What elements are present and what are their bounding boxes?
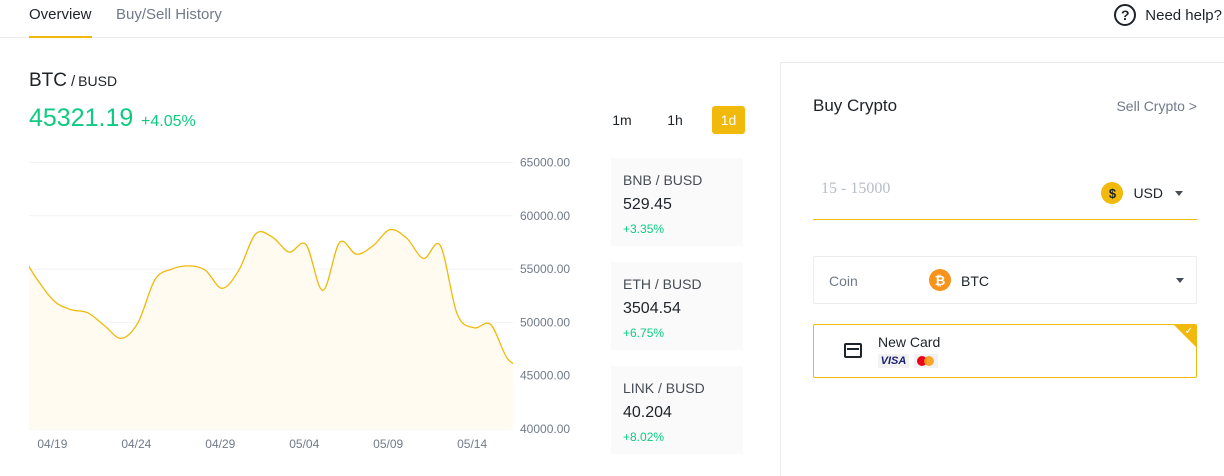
y-tick-label: 50000.00 <box>520 315 570 329</box>
check-icon: ✓ <box>1184 326 1193 337</box>
x-tick-label: 04/29 <box>205 437 235 451</box>
coin-select-value: BTC <box>961 273 989 289</box>
trading-pair: BTC / BUSD <box>29 70 117 92</box>
price-change: +4.05% <box>141 113 196 130</box>
x-tick-label: 05/14 <box>457 437 487 451</box>
x-tick-label: 05/09 <box>373 437 403 451</box>
timeframe-1h-button[interactable]: 1h <box>667 112 683 128</box>
coin-card-change: +3.35% <box>623 222 665 236</box>
y-tick-label: 45000.00 <box>520 369 570 383</box>
y-tick-label: 65000.00 <box>520 156 570 170</box>
coin-card-bnb[interactable]: BNB / BUSD 529.45 +3.35% <box>611 158 743 246</box>
question-circle-icon: ? <box>1114 4 1137 26</box>
coin-card-eth[interactable]: ETH / BUSD 3504.54 +6.75% <box>611 262 743 350</box>
x-tick-label: 04/24 <box>121 437 151 451</box>
y-tick-label: 40000.00 <box>520 422 570 436</box>
chevron-down-icon <box>1176 278 1184 283</box>
selected-corner-badge <box>1174 325 1196 347</box>
pair-separator: / <box>71 73 76 90</box>
top-tab-bar: Overview Buy/Sell History ? Need help? <box>0 0 1224 38</box>
coin-card-price: 40.204 <box>623 404 672 421</box>
buy-crypto-panel <box>780 62 1224 476</box>
help-link[interactable]: ? Need help? <box>1114 4 1222 26</box>
x-tick-label: 05/04 <box>289 437 319 451</box>
coin-select-label: Coin <box>829 273 858 289</box>
payment-option-label: New Card <box>878 334 941 350</box>
coin-card-change: +8.02% <box>623 430 665 444</box>
wallet-icon <box>844 343 862 358</box>
price-area-fill <box>29 229 513 429</box>
mastercard-logo <box>914 354 938 368</box>
y-tick-label: 55000.00 <box>520 262 570 276</box>
buy-crypto-title: Buy Crypto <box>813 96 898 115</box>
chevron-down-icon <box>1175 190 1183 196</box>
help-label: Need help? <box>1145 6 1222 24</box>
dollar-coin-icon: $ <box>1101 182 1124 204</box>
x-tick-label: 04/19 <box>37 437 67 451</box>
tab-buy-sell-history[interactable]: Buy/Sell History <box>116 6 222 23</box>
price-line <box>29 228 513 365</box>
coin-card-price: 3504.54 <box>623 300 681 317</box>
tab-overview[interactable]: Overview <box>29 6 92 38</box>
coin-card-link[interactable]: LINK / BUSD 40.204 +8.02% <box>611 366 743 454</box>
timeframe-1d-button[interactable]: 1d <box>712 106 745 134</box>
current-price: 45321.19 <box>29 104 134 132</box>
amount-input[interactable] <box>821 176 1081 202</box>
payment-option-new-card[interactable]: New Card VISA ✓ <box>813 324 1197 378</box>
amount-field: $ USD <box>813 166 1197 220</box>
timeframe-1m-button[interactable]: 1m <box>612 112 632 128</box>
coin-card-pair: LINK / BUSD <box>623 380 705 396</box>
y-tick-label: 60000.00 <box>520 209 570 223</box>
visa-logo: VISA <box>878 354 909 368</box>
coin-select[interactable]: Coin ₿ BTC <box>813 256 1197 304</box>
bitcoin-icon: ₿ <box>929 269 951 291</box>
fiat-code: USD <box>1133 185 1163 201</box>
price-chart: 65000.00 60000.00 55000.00 50000.00 45000.00… <box>29 156 570 451</box>
fiat-currency-select[interactable]: $ USD <box>1101 182 1183 204</box>
pair-quote: BUSD <box>78 73 118 89</box>
coin-card-pair: BNB / BUSD <box>623 172 703 188</box>
coin-card-change: +6.75% <box>623 326 665 340</box>
coin-card-price: 529.45 <box>623 196 672 213</box>
pair-base: BTC <box>29 70 67 91</box>
sell-crypto-link[interactable]: Sell Crypto > <box>1116 98 1197 114</box>
coin-card-pair: ETH / BUSD <box>623 276 702 292</box>
